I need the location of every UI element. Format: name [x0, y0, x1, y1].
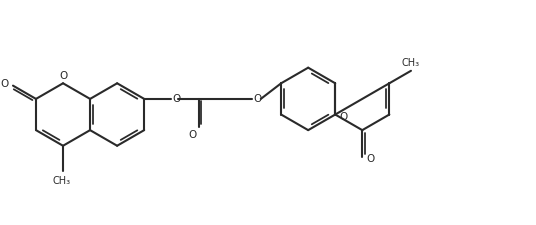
Text: O: O	[367, 153, 375, 163]
Text: O: O	[173, 93, 181, 104]
Text: O: O	[340, 111, 348, 121]
Text: O: O	[59, 70, 67, 80]
Text: O: O	[1, 79, 9, 89]
Text: CH₃: CH₃	[53, 175, 71, 185]
Text: O: O	[188, 129, 196, 139]
Text: O: O	[254, 93, 262, 104]
Text: CH₃: CH₃	[402, 57, 420, 68]
